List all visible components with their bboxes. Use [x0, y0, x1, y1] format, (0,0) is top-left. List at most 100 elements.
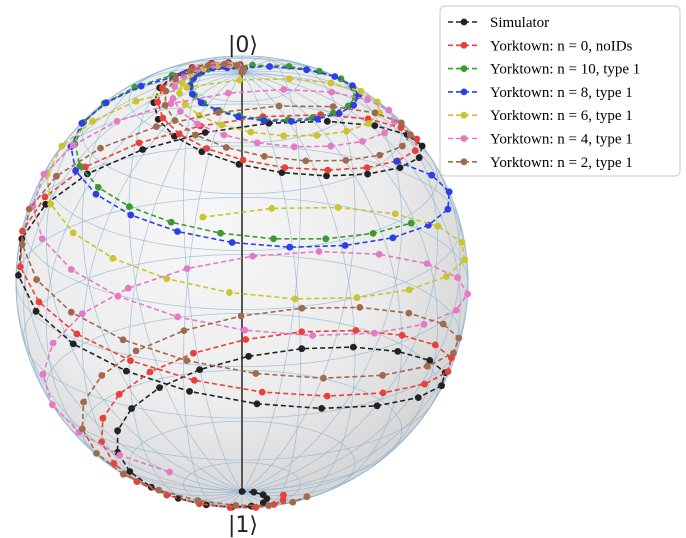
- data-point: [155, 486, 163, 494]
- data-point: [69, 340, 77, 348]
- data-point: [94, 184, 102, 191]
- data-point: [335, 110, 343, 117]
- data-point: [407, 219, 415, 227]
- data-point: [187, 67, 195, 74]
- data-point: [119, 336, 127, 344]
- data-point: [69, 141, 77, 149]
- data-point: [373, 402, 381, 410]
- data-point: [180, 327, 188, 334]
- data-point: [241, 326, 249, 334]
- data-point: [369, 230, 377, 237]
- data-point: [25, 205, 33, 213]
- data-point: [124, 284, 132, 292]
- legend-label: Yorktown: n = 4, type 1: [490, 132, 633, 148]
- data-point: [371, 329, 378, 337]
- data-point: [313, 132, 321, 139]
- legend-label: Yorktown: n = 0, noIDs: [490, 38, 633, 54]
- legend-label: Yorktown: n = 10, type 1: [490, 62, 640, 78]
- data-point: [286, 243, 294, 251]
- data-point: [78, 425, 86, 433]
- data-point: [72, 167, 79, 175]
- data-point: [235, 113, 242, 121]
- data-point: [331, 73, 339, 80]
- data-point: [177, 108, 184, 115]
- series-line: [21, 63, 460, 507]
- data-point: [139, 146, 147, 153]
- legend-label: Simulator: [490, 15, 549, 31]
- data-point: [261, 153, 268, 160]
- legend-box: [439, 5, 681, 177]
- data-point: [431, 341, 439, 349]
- data-point: [78, 310, 86, 318]
- data-point: [97, 144, 104, 152]
- series-line: [70, 65, 451, 249]
- data-point: [109, 254, 117, 262]
- data-point: [186, 388, 194, 395]
- data-point: [389, 234, 397, 242]
- data-point: [154, 98, 162, 106]
- data-point: [280, 86, 288, 93]
- data-point: [166, 468, 174, 476]
- data-point: [371, 122, 379, 129]
- data-point: [222, 144, 230, 151]
- data-point: [424, 362, 431, 370]
- data-point: [452, 307, 460, 314]
- data-point: [443, 273, 450, 280]
- data-point: [398, 331, 406, 339]
- data-point: [357, 87, 365, 95]
- legend-marker: [460, 18, 468, 26]
- data-point: [265, 502, 272, 509]
- data-point: [268, 205, 276, 212]
- legend-marker: [460, 158, 468, 166]
- data-point: [132, 347, 140, 355]
- data-point: [40, 170, 48, 178]
- data-point: [329, 103, 337, 110]
- data-point: [253, 400, 261, 408]
- data-point: [249, 252, 257, 260]
- data-point: [226, 504, 234, 511]
- data-point: [183, 357, 191, 364]
- data-point: [224, 89, 232, 97]
- data-point: [444, 368, 452, 375]
- data-point: [379, 389, 387, 397]
- data-point: [352, 327, 360, 334]
- data-point: [341, 242, 349, 249]
- data-point: [47, 200, 55, 208]
- data-point: [156, 384, 163, 391]
- data-point: [415, 154, 423, 162]
- data-point: [32, 307, 40, 315]
- data-point: [349, 82, 356, 89]
- data-point: [438, 382, 445, 390]
- data-point: [396, 164, 404, 172]
- data-point: [455, 334, 463, 342]
- pole-label-bottom: |1⟩: [228, 513, 258, 538]
- data-point: [181, 100, 189, 108]
- data-point: [67, 308, 75, 316]
- data-point: [413, 135, 421, 143]
- data-point: [194, 120, 202, 128]
- data-point: [250, 488, 258, 496]
- data-point: [344, 102, 352, 110]
- data-point: [92, 190, 100, 198]
- data-point: [73, 330, 81, 338]
- data-point: [420, 320, 428, 328]
- data-point: [356, 304, 364, 311]
- data-point: [114, 427, 121, 435]
- data-point: [239, 65, 247, 72]
- data-point: [385, 106, 393, 114]
- data-point: [397, 119, 405, 127]
- data-point: [258, 388, 266, 396]
- data-point: [58, 142, 66, 150]
- data-point: [337, 75, 345, 83]
- data-point: [247, 128, 255, 136]
- data-point: [421, 380, 428, 388]
- legend-marker: [460, 135, 468, 142]
- data-point: [365, 120, 372, 127]
- data-point: [454, 274, 461, 281]
- data-point: [350, 101, 358, 109]
- data-point: [394, 348, 402, 355]
- legend-marker: [460, 88, 468, 96]
- data-point: [364, 96, 371, 103]
- data-point: [69, 229, 77, 237]
- data-point: [320, 374, 327, 382]
